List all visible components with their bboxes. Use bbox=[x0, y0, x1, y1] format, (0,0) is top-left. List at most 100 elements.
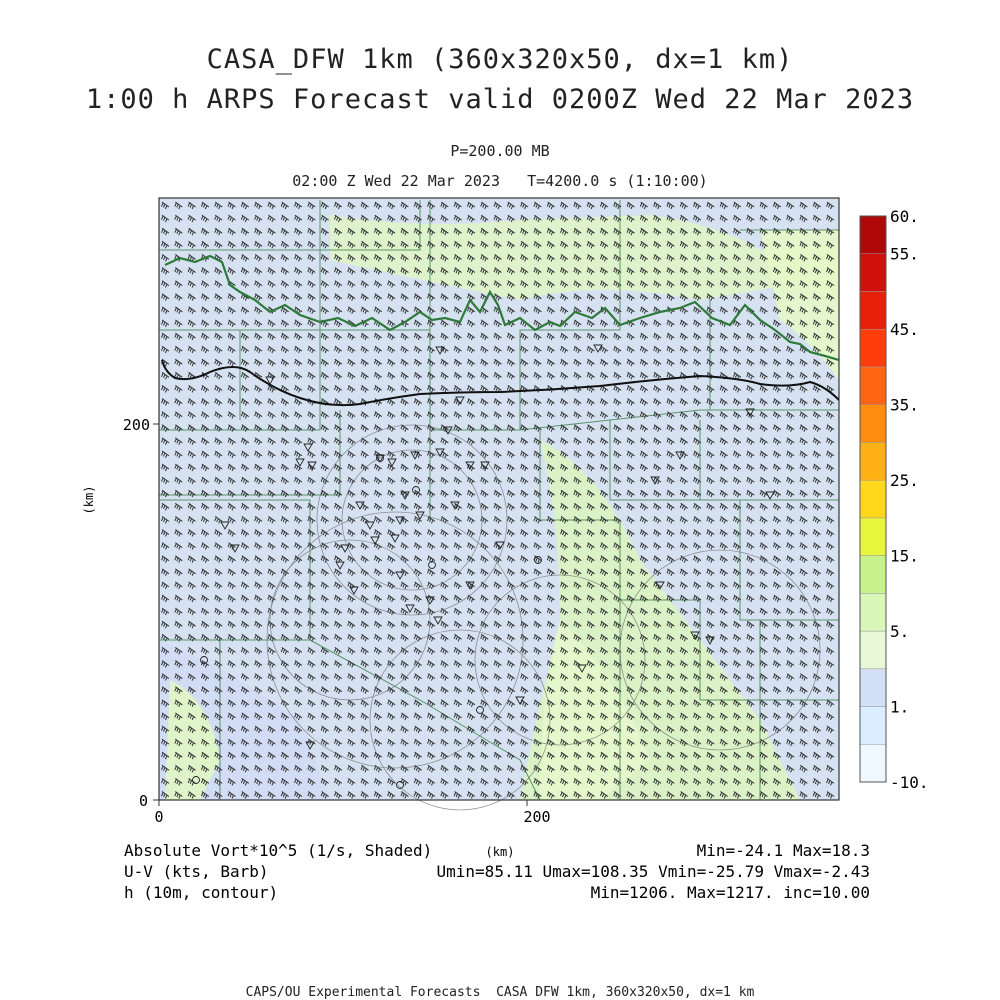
station-triangle bbox=[415, 511, 425, 520]
title-line-2: 1:00 h ARPS Forecast valid 0200Z Wed 22 … bbox=[85, 84, 915, 115]
station-circle bbox=[192, 776, 200, 784]
colorbar-swatch bbox=[859, 593, 887, 632]
station-markers bbox=[192, 344, 775, 789]
station-triangle bbox=[375, 454, 385, 463]
colorbar-swatch bbox=[859, 253, 887, 292]
station-triangle bbox=[655, 581, 665, 590]
station-triangle bbox=[370, 536, 380, 545]
station-triangle bbox=[425, 596, 435, 605]
valid-time-label: 02:00 Z Wed 22 Mar 2023 T=4200.0 s (1:10… bbox=[292, 172, 708, 190]
colorbar-label: 35. bbox=[890, 396, 919, 415]
station-triangle bbox=[443, 426, 453, 435]
pressure-level-label: P=200.00 MB bbox=[450, 142, 550, 160]
colorbar-label: 5. bbox=[890, 622, 909, 641]
station-triangle bbox=[295, 458, 305, 467]
station-triangle bbox=[435, 448, 445, 457]
station-triangle bbox=[435, 346, 445, 355]
axis-ticks bbox=[153, 423, 528, 806]
height-contour-green bbox=[164, 254, 840, 362]
colorbar-swatch bbox=[859, 517, 887, 556]
colorbar-label: 25. bbox=[890, 471, 919, 490]
station-triangle bbox=[307, 461, 317, 470]
station-triangle bbox=[405, 604, 415, 613]
colorbar-swatch bbox=[859, 706, 887, 745]
vorticity-shading bbox=[159, 198, 839, 800]
y-tick-200: 200 bbox=[123, 416, 150, 434]
station-triangle bbox=[650, 476, 660, 485]
colorbar-label: 1. bbox=[890, 698, 909, 717]
colorbar-swatch bbox=[859, 366, 887, 405]
station-triangle bbox=[305, 741, 315, 750]
x-tick-0: 0 bbox=[154, 808, 163, 826]
station-triangle bbox=[745, 408, 755, 417]
station-circle bbox=[534, 556, 542, 564]
colorbar-swatch bbox=[859, 630, 887, 670]
station-triangle bbox=[230, 544, 240, 553]
x-tick-200: 200 bbox=[523, 808, 550, 826]
station-triangle bbox=[390, 534, 400, 543]
x-axis-label: (km) bbox=[486, 845, 515, 859]
station-triangle bbox=[340, 544, 350, 553]
colorbar-swatch bbox=[859, 328, 887, 368]
station-triangle bbox=[365, 521, 375, 530]
colorbar-swatch bbox=[859, 404, 887, 443]
station-triangle bbox=[400, 491, 410, 500]
station-triangle bbox=[593, 344, 603, 353]
title-line-1: CASA_DFW 1km (360x320x50, dx=1 km) bbox=[206, 44, 794, 75]
station-triangle bbox=[395, 571, 405, 580]
station-triangle bbox=[387, 458, 397, 467]
station-triangle bbox=[349, 586, 359, 595]
station-circle bbox=[376, 454, 384, 462]
station-triangle bbox=[690, 631, 700, 640]
station-triangle bbox=[480, 461, 490, 470]
station-triangle bbox=[765, 491, 775, 500]
station-triangle bbox=[515, 696, 525, 705]
colorbar-label: 60. bbox=[890, 207, 919, 226]
colorbar-frame bbox=[859, 215, 887, 783]
colorbar-swatch bbox=[859, 479, 887, 519]
station-triangle bbox=[355, 501, 365, 510]
station-triangle bbox=[465, 461, 475, 470]
legend-field1: Absolute Vort*10^5 (1/s, Shaded) bbox=[124, 841, 432, 860]
legend-field3-stats: Min=1206. Max=1217. inc=10.00 bbox=[591, 883, 870, 902]
station-triangle bbox=[395, 516, 405, 525]
colorbar-swatch bbox=[859, 442, 887, 481]
legend-field1-stats: Min=-24.1 Max=18.3 bbox=[697, 841, 870, 860]
colorbar-swatch bbox=[859, 744, 887, 783]
station-triangle bbox=[220, 521, 230, 530]
plot-frame bbox=[158, 197, 840, 801]
colorbar-label: 15. bbox=[890, 547, 919, 566]
station-triangle bbox=[675, 451, 685, 460]
station-triangle bbox=[335, 561, 345, 570]
legend-field3: h (10m, contour) bbox=[124, 883, 278, 902]
station-circle bbox=[476, 706, 484, 714]
station-circle bbox=[412, 486, 420, 494]
legend-field2-stats: Umin=85.11 Umax=108.35 Vmin=-25.79 Vmax=… bbox=[437, 862, 870, 881]
y-axis-label: (km) bbox=[82, 486, 96, 515]
height-contour-black bbox=[161, 359, 840, 407]
station-triangle bbox=[455, 396, 465, 405]
station-circle bbox=[396, 781, 404, 789]
station-triangle bbox=[410, 451, 420, 460]
station-triangle bbox=[465, 581, 475, 590]
colorbar-swatch bbox=[859, 555, 887, 594]
station-triangle bbox=[450, 501, 460, 510]
radar-range-rings bbox=[266, 424, 821, 811]
y-tick-0: 0 bbox=[139, 792, 148, 810]
station-triangle bbox=[577, 664, 587, 673]
station-circle bbox=[200, 656, 208, 664]
station-triangle bbox=[495, 541, 505, 550]
station-circle bbox=[428, 561, 436, 569]
station-triangle bbox=[433, 616, 443, 625]
colorbar-label: 55. bbox=[890, 245, 919, 264]
colorbar-swatch bbox=[859, 215, 887, 254]
station-triangle bbox=[705, 636, 715, 645]
colorbar-swatch bbox=[859, 668, 887, 707]
colorbar: 60. 55. 45. 35. 25. 15. 5. 1. -10. bbox=[859, 207, 929, 792]
colorbar-label: -10. bbox=[890, 773, 929, 792]
station-triangle bbox=[265, 376, 275, 385]
colorbar-swatch bbox=[859, 291, 887, 330]
station-triangle bbox=[303, 443, 313, 452]
legend-field2: U-V (kts, Barb) bbox=[124, 862, 269, 881]
